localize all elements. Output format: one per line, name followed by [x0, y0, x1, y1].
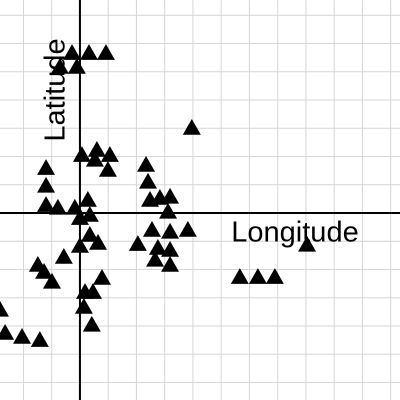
point	[182, 118, 201, 135]
y-axis-title: Latitude	[40, 38, 72, 141]
point	[100, 146, 119, 162]
point	[0, 324, 15, 340]
point	[63, 44, 82, 60]
point	[159, 202, 178, 219]
point	[70, 209, 89, 225]
point	[248, 268, 267, 284]
point	[37, 159, 56, 175]
point	[42, 272, 61, 289]
point	[161, 187, 180, 204]
point	[37, 196, 56, 212]
point	[142, 220, 161, 237]
point	[83, 283, 102, 299]
point	[13, 328, 32, 344]
point	[92, 268, 111, 285]
point	[89, 233, 108, 250]
point	[85, 150, 104, 167]
point	[178, 220, 197, 237]
points	[0, 44, 317, 347]
point	[161, 241, 180, 257]
point	[50, 57, 69, 74]
point	[139, 172, 158, 189]
point	[230, 268, 249, 284]
point	[265, 268, 284, 284]
point	[54, 248, 73, 264]
point	[70, 237, 89, 253]
point	[137, 155, 156, 172]
point	[35, 263, 54, 279]
point	[80, 226, 99, 242]
point	[96, 44, 115, 60]
point	[87, 141, 106, 157]
point	[161, 255, 180, 272]
point	[98, 161, 117, 177]
point	[82, 315, 101, 332]
point	[128, 235, 147, 251]
point	[146, 250, 165, 267]
point	[72, 146, 91, 162]
x-axis-title: Longitude	[231, 217, 358, 249]
point	[78, 191, 97, 207]
point	[80, 205, 99, 222]
point	[161, 222, 180, 239]
point	[67, 57, 86, 74]
point	[30, 331, 49, 347]
point	[148, 239, 167, 255]
point	[79, 44, 98, 60]
point	[0, 300, 9, 317]
point	[298, 235, 317, 252]
point	[48, 198, 67, 215]
point	[74, 298, 93, 314]
point	[37, 176, 56, 193]
